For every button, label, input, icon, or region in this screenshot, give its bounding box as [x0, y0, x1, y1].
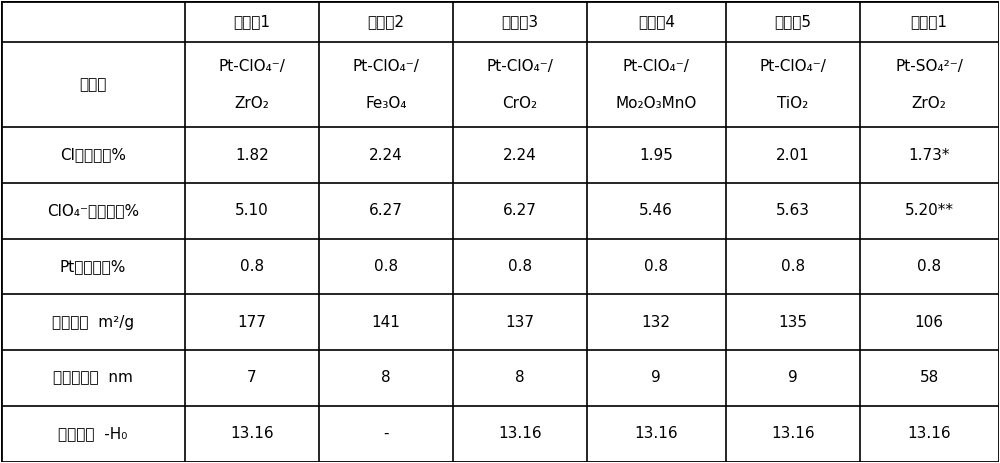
Text: 0.8: 0.8 — [781, 259, 805, 274]
Text: 0.8: 0.8 — [917, 259, 941, 274]
Text: ZrO₂: ZrO₂ — [234, 95, 269, 111]
Text: 6.27: 6.27 — [503, 203, 537, 218]
Text: 5.46: 5.46 — [639, 203, 673, 218]
Text: 2.24: 2.24 — [369, 148, 403, 163]
Text: 2.24: 2.24 — [503, 148, 537, 163]
Text: Pt-ClO₄⁻/: Pt-ClO₄⁻/ — [352, 59, 419, 74]
Text: 106: 106 — [915, 315, 944, 330]
Text: 5.10: 5.10 — [235, 203, 269, 218]
Text: 58: 58 — [920, 370, 939, 386]
Text: 135: 135 — [778, 315, 807, 330]
Text: 13.16: 13.16 — [230, 426, 274, 441]
Text: 177: 177 — [237, 315, 266, 330]
Text: 141: 141 — [371, 315, 400, 330]
Text: 13.16: 13.16 — [771, 426, 815, 441]
Text: 1.73*: 1.73* — [908, 148, 950, 163]
Text: 9: 9 — [788, 370, 798, 386]
Text: 137: 137 — [505, 315, 534, 330]
Text: 实施例3: 实施例3 — [501, 14, 538, 29]
Text: 132: 132 — [642, 315, 671, 330]
Text: 13.16: 13.16 — [498, 426, 542, 441]
Text: 酸强度，  -H₀: 酸强度， -H₀ — [58, 426, 128, 441]
Text: 2.01: 2.01 — [776, 148, 810, 163]
Text: 0.8: 0.8 — [374, 259, 398, 274]
Text: Pt含量，重%: Pt含量，重% — [60, 259, 126, 274]
Text: ZrO₂: ZrO₂ — [912, 95, 947, 111]
Text: 实施例1: 实施例1 — [233, 14, 270, 29]
Text: 实施例2: 实施例2 — [367, 14, 404, 29]
Text: 8: 8 — [515, 370, 525, 386]
Text: Pt-SO₄²⁻/: Pt-SO₄²⁻/ — [895, 59, 963, 74]
Text: 9: 9 — [651, 370, 661, 386]
Text: 0.8: 0.8 — [508, 259, 532, 274]
Text: 13.16: 13.16 — [907, 426, 951, 441]
Text: Pt-ClO₄⁻/: Pt-ClO₄⁻/ — [759, 59, 826, 74]
Text: 催化剂: 催化剂 — [79, 77, 107, 92]
Text: 比表面，  m²/g: 比表面， m²/g — [52, 315, 134, 330]
Text: 6.27: 6.27 — [369, 203, 403, 218]
Text: 晶粒尺寸，  nm: 晶粒尺寸， nm — [53, 370, 133, 386]
Text: -: - — [383, 426, 389, 441]
Text: 7: 7 — [247, 370, 257, 386]
Text: 0.8: 0.8 — [240, 259, 264, 274]
Text: Pt-ClO₄⁻/: Pt-ClO₄⁻/ — [623, 59, 690, 74]
Text: Pt-ClO₄⁻/: Pt-ClO₄⁻/ — [218, 59, 285, 74]
Text: TiO₂: TiO₂ — [777, 95, 808, 111]
Text: ClO₄⁻含量，重%: ClO₄⁻含量，重% — [47, 203, 139, 218]
Text: CrO₂: CrO₂ — [502, 95, 537, 111]
Text: Cl含量，重%: Cl含量，重% — [60, 148, 126, 163]
Text: 1.95: 1.95 — [639, 148, 673, 163]
Text: Mo₂O₃MnO: Mo₂O₃MnO — [616, 95, 697, 111]
Text: 对比例1: 对比例1 — [911, 14, 948, 29]
Text: 5.20**: 5.20** — [905, 203, 954, 218]
Text: 1.82: 1.82 — [235, 148, 269, 163]
Text: Pt-ClO₄⁻/: Pt-ClO₄⁻/ — [486, 59, 553, 74]
Text: 13.16: 13.16 — [634, 426, 678, 441]
Text: 5.63: 5.63 — [776, 203, 810, 218]
Text: 0.8: 0.8 — [644, 259, 668, 274]
Text: 实施例5: 实施例5 — [774, 14, 811, 29]
Text: Fe₃O₄: Fe₃O₄ — [365, 95, 407, 111]
Text: 8: 8 — [381, 370, 391, 386]
Text: 实施例4: 实施例4 — [638, 14, 675, 29]
